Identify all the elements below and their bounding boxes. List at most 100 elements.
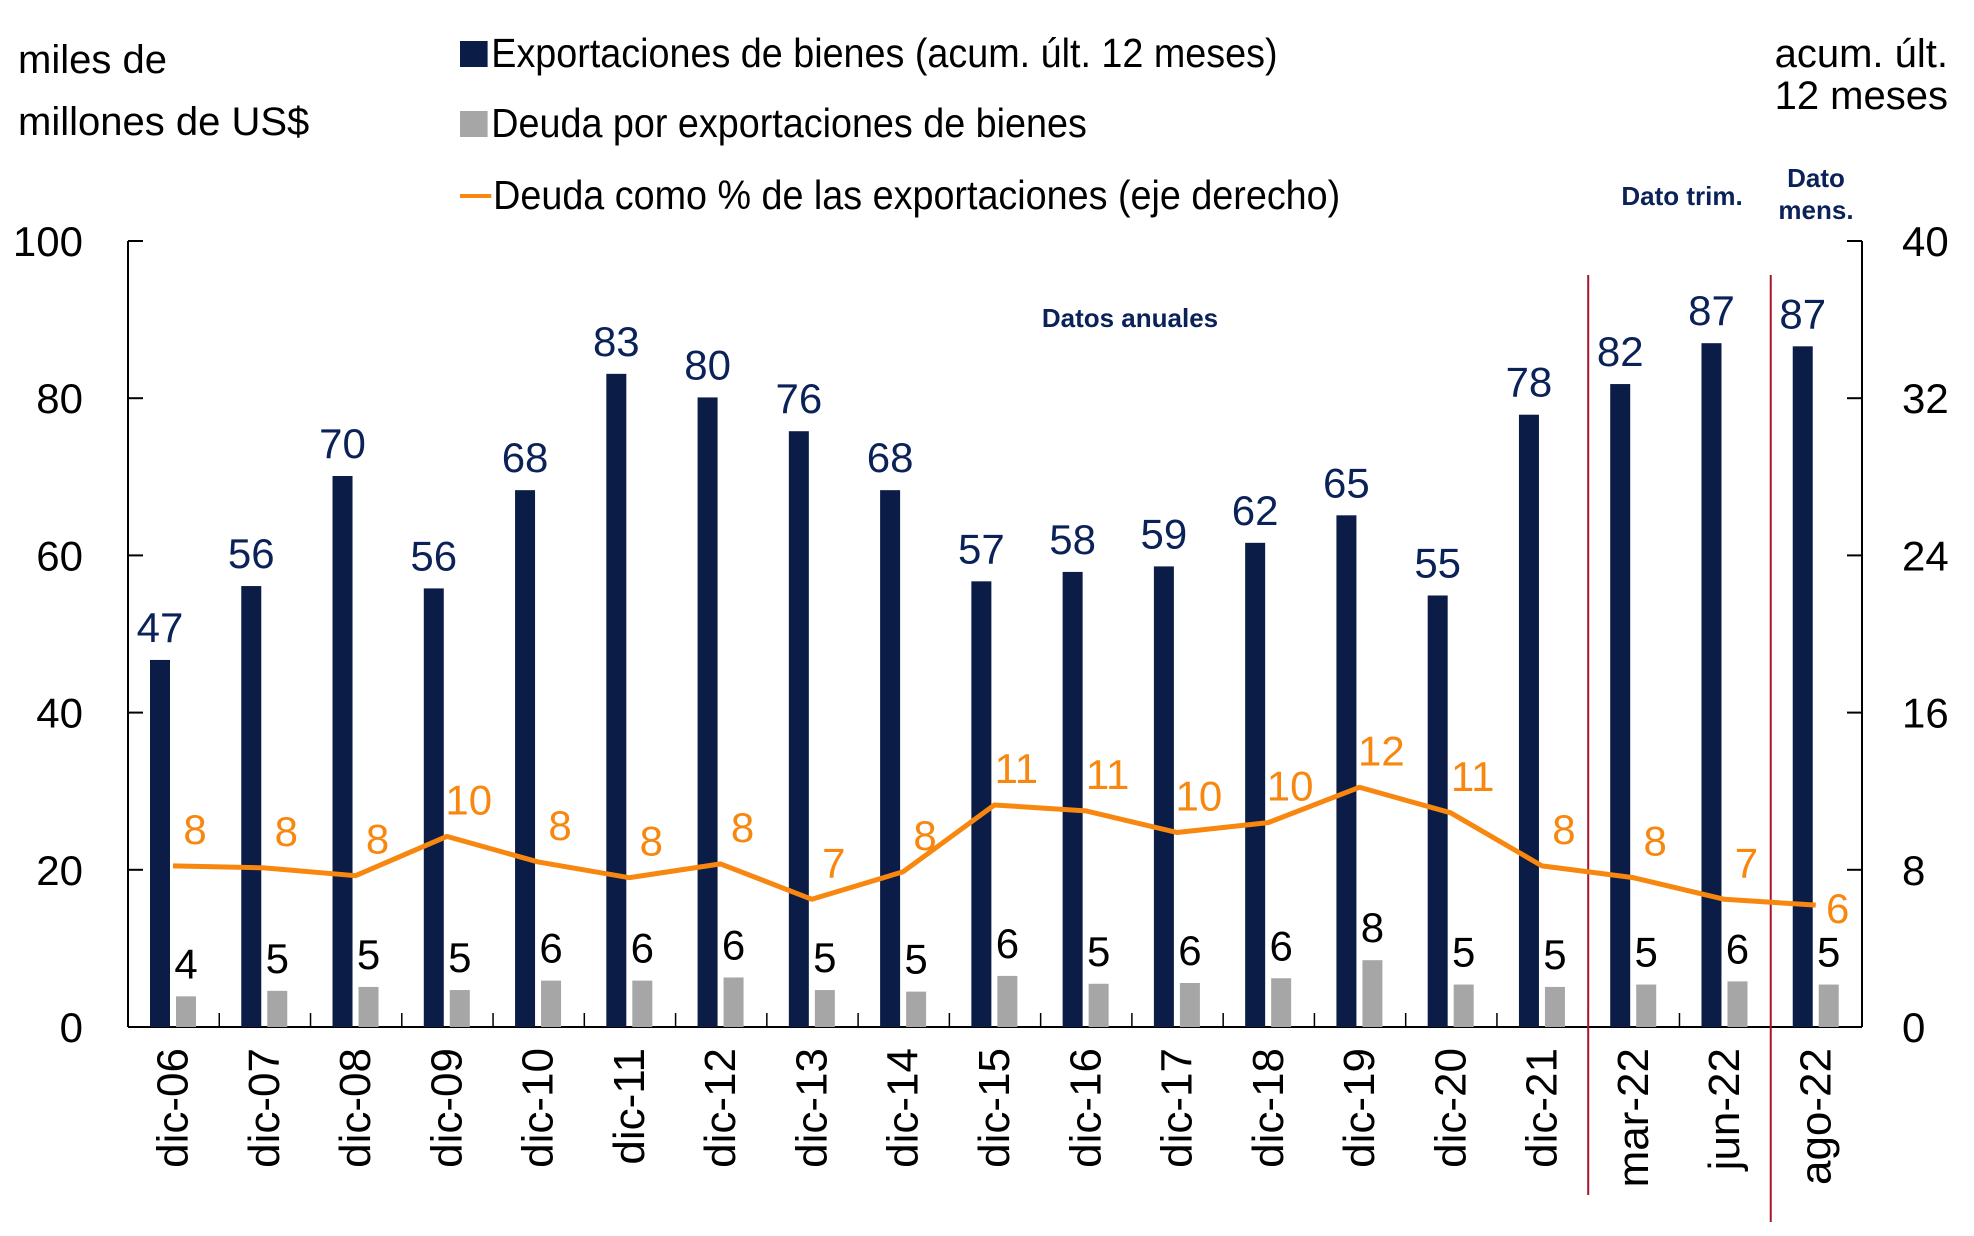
export-bar bbox=[332, 476, 353, 1027]
x-tick-label: dic-10 bbox=[514, 1048, 563, 1168]
annotation-annual: Datos anuales bbox=[1041, 303, 1219, 333]
ratio-label: 6 bbox=[1826, 885, 1849, 932]
ratio-label: 10 bbox=[1267, 763, 1314, 810]
x-tick-label: dic-21 bbox=[1518, 1048, 1567, 1168]
export-bar bbox=[1701, 343, 1722, 1027]
export-bar-label: 68 bbox=[867, 434, 914, 481]
ratio-label: 12 bbox=[1358, 727, 1405, 774]
debt-bar-label: 5 bbox=[1635, 929, 1658, 976]
right-tick-label: 32 bbox=[1902, 375, 1949, 422]
ratio-label: 11 bbox=[1451, 753, 1495, 800]
x-tick-label: dic-18 bbox=[1244, 1048, 1293, 1168]
right-tick-label: 16 bbox=[1902, 690, 1949, 737]
ratio-label: 8 bbox=[1552, 806, 1575, 853]
ratio-label: 8 bbox=[640, 818, 663, 865]
debt-bar bbox=[997, 975, 1018, 1027]
left-axis-title: miles de millones de US$ bbox=[18, 38, 309, 144]
export-bar bbox=[1245, 542, 1266, 1027]
debt-bar-label: 6 bbox=[1178, 927, 1201, 974]
debt-bar-label: 6 bbox=[539, 925, 562, 972]
debt-bar-label: 5 bbox=[904, 936, 927, 983]
ratio-label: 8 bbox=[731, 804, 754, 851]
export-bar bbox=[697, 397, 718, 1027]
left-tick-label: 40 bbox=[36, 690, 83, 737]
x-tick-label: dic-13 bbox=[787, 1048, 836, 1168]
ratio-label: 8 bbox=[275, 808, 298, 855]
debt-bar bbox=[1818, 984, 1839, 1027]
right-axis-title-line2: 12 meses bbox=[1774, 74, 1948, 118]
debt-bar bbox=[358, 986, 379, 1027]
export-bar bbox=[241, 586, 262, 1027]
debt-bar bbox=[1453, 984, 1474, 1027]
legend-label-debt: Deuda por exportaciones de bienes bbox=[491, 100, 1087, 146]
legend-item-debt: Deuda por exportaciones de bienes bbox=[460, 100, 1087, 147]
debt-bar bbox=[814, 990, 835, 1027]
x-tick-label: dic-20 bbox=[1426, 1048, 1475, 1168]
debt-bar-label: 5 bbox=[448, 934, 471, 981]
export-bar-label: 83 bbox=[593, 318, 640, 365]
ratio-label: 7 bbox=[822, 839, 845, 886]
export-bar-label: 82 bbox=[1597, 328, 1644, 375]
right-axis-title: acum. últ. 12 meses bbox=[1775, 32, 1948, 118]
ratio-label: 8 bbox=[1644, 818, 1667, 865]
debt-bar-label: 5 bbox=[1817, 929, 1840, 976]
export-bar bbox=[606, 373, 627, 1028]
annotation-monthly: Dato mens. bbox=[1764, 162, 1868, 226]
left-axis-title-line2: millones de US$ bbox=[18, 100, 310, 144]
export-bar bbox=[515, 490, 536, 1027]
export-bar-label: 58 bbox=[1049, 516, 1096, 563]
left-tick-label: 80 bbox=[36, 375, 83, 422]
export-bar bbox=[423, 588, 444, 1027]
debt-bar-label: 6 bbox=[722, 921, 745, 968]
export-bar bbox=[1610, 384, 1631, 1027]
export-bar-label: 47 bbox=[137, 604, 184, 651]
debt-bar bbox=[632, 980, 653, 1027]
ratio-label: 11 bbox=[1086, 751, 1130, 798]
debt-bar-label: 6 bbox=[1269, 922, 1292, 969]
export-bar-label: 87 bbox=[1688, 287, 1735, 334]
export-bar-label: 62 bbox=[1232, 487, 1279, 534]
left-tick-label: 100 bbox=[13, 218, 83, 265]
legend-label-ratio: Deuda como % de las exportaciones (eje d… bbox=[493, 172, 1341, 218]
right-tick-label: 0 bbox=[1902, 1004, 1925, 1051]
export-bar-label: 55 bbox=[1414, 539, 1461, 586]
x-tick-label: dic-08 bbox=[331, 1048, 380, 1168]
export-bar-label: 56 bbox=[410, 532, 457, 579]
export-bar-label: 59 bbox=[1141, 510, 1188, 557]
export-bar bbox=[1518, 414, 1539, 1027]
debt-bar bbox=[906, 991, 927, 1027]
export-bar bbox=[788, 431, 809, 1027]
left-axis-title-line1: miles de bbox=[18, 38, 167, 82]
export-bar bbox=[1792, 346, 1813, 1028]
debt-bar bbox=[1179, 982, 1200, 1027]
debt-bar-label: 5 bbox=[1087, 928, 1110, 975]
x-tick-label: dic-19 bbox=[1335, 1048, 1384, 1168]
debt-bar-label: 5 bbox=[1543, 931, 1566, 978]
debt-bar-label: 6 bbox=[996, 920, 1019, 967]
debt-bar bbox=[1362, 960, 1383, 1027]
ratio-label: 8 bbox=[913, 812, 936, 859]
debt-bar bbox=[541, 980, 562, 1027]
left-tick-label: 0 bbox=[60, 1004, 83, 1051]
annotation-monthly-line1: Dato bbox=[1787, 163, 1845, 193]
right-tick-label: 40 bbox=[1902, 218, 1949, 265]
debt-bar bbox=[1544, 986, 1565, 1027]
export-bar-label: 78 bbox=[1506, 359, 1553, 406]
ratio-label: 8 bbox=[183, 806, 206, 853]
export-bar-label: 56 bbox=[228, 530, 275, 577]
export-bar bbox=[971, 581, 992, 1027]
debt-bar bbox=[176, 996, 196, 1027]
debt-bar bbox=[1271, 978, 1292, 1027]
export-bar bbox=[1336, 515, 1357, 1027]
legend-item-exports: Exportaciones de bienes (acum. últ. 12 m… bbox=[460, 30, 1278, 77]
right-tick-label: 24 bbox=[1902, 532, 1949, 579]
legend-swatch-ratio bbox=[460, 193, 492, 198]
x-tick-label: dic-07 bbox=[240, 1048, 289, 1168]
export-bar-label: 70 bbox=[319, 420, 366, 467]
debt-bar-label: 4 bbox=[174, 940, 197, 987]
ratio-label: 8 bbox=[548, 802, 571, 849]
x-tick-label: dic-12 bbox=[696, 1048, 745, 1168]
export-bar-label: 57 bbox=[958, 525, 1005, 572]
x-tick-label: dic-09 bbox=[422, 1048, 471, 1168]
debt-bar bbox=[449, 990, 470, 1027]
